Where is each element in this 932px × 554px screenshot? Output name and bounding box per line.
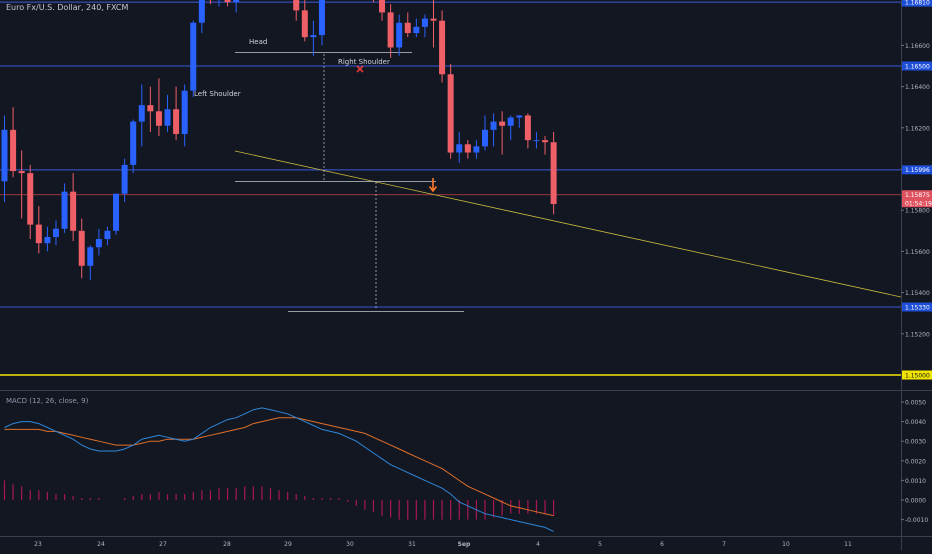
- price-tick-label: 1.16200: [905, 125, 930, 132]
- time-tick-label: Sep: [458, 541, 471, 548]
- candle-body: [87, 247, 93, 266]
- candle-body: [225, 0, 231, 2]
- macd-tick-label: 0.0050: [905, 400, 926, 407]
- candle-body: [156, 111, 162, 125]
- macd-tick-label: -0.0010: [905, 517, 928, 524]
- candle-body: [448, 74, 454, 152]
- level-price-label: 1.15996: [905, 167, 930, 174]
- candle-body: [62, 192, 68, 229]
- candle-body: [190, 23, 196, 91]
- price-tick-label: 1.16600: [905, 43, 930, 50]
- candle-body: [139, 105, 145, 121]
- price-tick-label: 1.15600: [905, 249, 930, 256]
- candle-body: [113, 194, 119, 231]
- candle-body: [53, 229, 59, 237]
- time-tick-label: 11: [844, 541, 852, 548]
- candle-body: [302, 10, 308, 37]
- candle-body: [491, 122, 497, 130]
- price-tick-label: 1.16400: [905, 84, 930, 91]
- candle-body: [422, 19, 428, 27]
- candle-body: [396, 23, 402, 48]
- macd-tick-label: 0.0040: [905, 419, 926, 426]
- candle-body: [44, 237, 50, 243]
- countdown-label: 01:54:19: [905, 200, 932, 207]
- candle-body: [10, 130, 16, 171]
- candle-body: [473, 146, 479, 152]
- candle-body: [104, 231, 110, 239]
- candle-body: [508, 118, 514, 126]
- time-tick-label: 31: [408, 541, 416, 548]
- time-tick-label: 30: [346, 541, 354, 548]
- candle-body: [499, 122, 505, 126]
- macd-label: MACD (12, 26, close, 9): [6, 397, 88, 405]
- candle-body: [293, 0, 299, 10]
- time-tick-label: 29: [284, 541, 292, 548]
- time-tick-label: 7: [722, 541, 726, 548]
- left-shoulder-annotation: Left Shoulder: [194, 90, 241, 98]
- candle-body: [182, 91, 188, 134]
- head-annotation: Head: [249, 38, 267, 46]
- candle-body: [310, 35, 316, 37]
- candle-body: [413, 27, 419, 33]
- candle-body: [542, 140, 548, 142]
- candle-body: [456, 144, 462, 152]
- time-tick-label: 10: [782, 541, 790, 548]
- candle-body: [319, 0, 325, 35]
- time-tick-label: 24: [97, 541, 105, 548]
- level-price-label: 1.16500: [905, 63, 930, 70]
- price-tick-label: 1.15400: [905, 290, 930, 297]
- candle-body: [19, 171, 25, 173]
- macd-tick-label: 0.0020: [905, 458, 926, 465]
- candle-body: [439, 21, 445, 75]
- time-tick-label: 4: [536, 541, 540, 548]
- macd-tick-label: 0.0010: [905, 478, 926, 485]
- candle-body: [525, 115, 531, 140]
- price-tick-label: 1.15800: [905, 208, 930, 215]
- candle-body: [147, 105, 153, 111]
- right-shoulder-annotation: Right Shoulder: [338, 58, 390, 66]
- candle-body: [516, 115, 522, 117]
- time-tick-label: 23: [34, 541, 42, 548]
- candle-body: [173, 109, 179, 134]
- candle-body: [165, 109, 171, 125]
- candle-body: [431, 19, 437, 21]
- candle-body: [379, 0, 385, 12]
- candle-body: [482, 130, 488, 146]
- candle-body: [405, 23, 411, 33]
- candle-body: [130, 122, 136, 165]
- candle-body: [36, 225, 42, 244]
- candle-body: [27, 173, 33, 225]
- price-tick-label: 1.15200: [905, 331, 930, 338]
- candle-body: [2, 130, 8, 182]
- candle-body: [233, 0, 239, 2]
- symbol-title: Euro Fx/U.S. Dollar, 240, FXCM: [6, 3, 128, 12]
- candle-body: [388, 12, 394, 47]
- macd-tick-label: 0.0030: [905, 439, 926, 446]
- level-price-label: 1.15000: [905, 372, 930, 379]
- current-price-label: 1.15875: [905, 192, 930, 199]
- candle-body: [79, 231, 85, 266]
- time-tick-label: 28: [223, 541, 231, 548]
- level-price-label: 1.15330: [905, 304, 930, 311]
- time-tick-label: 6: [660, 541, 664, 548]
- macd-tick-label: 0.0000: [905, 498, 926, 505]
- candle-body: [551, 142, 557, 204]
- candle-body: [70, 192, 76, 231]
- candle-body: [199, 0, 205, 23]
- candle-body: [122, 165, 128, 194]
- time-tick-label: 5: [598, 541, 602, 548]
- candle-body: [465, 144, 471, 152]
- candle-body: [96, 239, 102, 247]
- level-price-label: 1.16810: [905, 0, 930, 6]
- candle-body: [533, 140, 539, 141]
- time-tick-label: 27: [159, 541, 167, 548]
